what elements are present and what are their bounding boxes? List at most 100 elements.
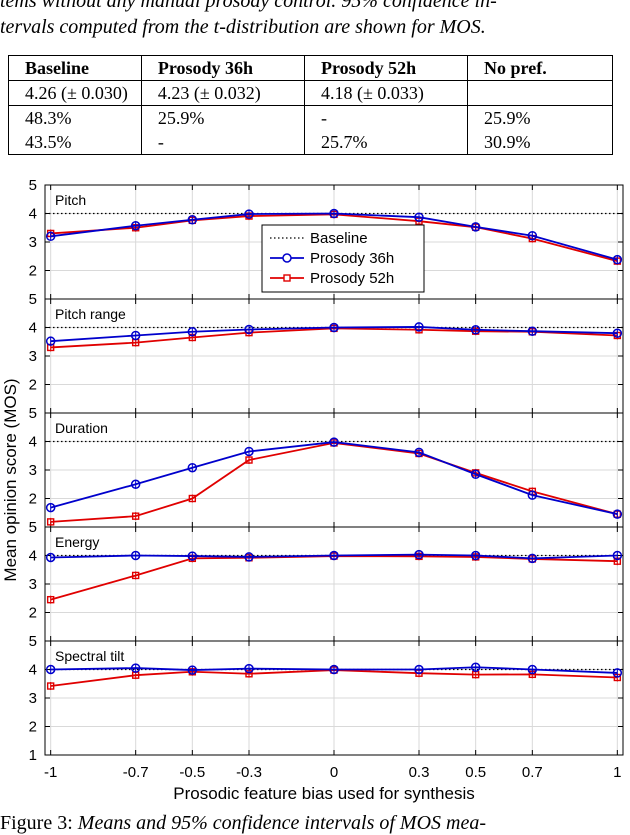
table-cell [467,80,613,106]
prosody-36h-point [130,330,141,341]
panel-title: Duration [55,420,108,436]
y-tick-label: 3 [29,576,37,593]
prosody-36h-point [527,553,538,564]
prosody-36h-point [45,664,56,675]
header-prosody-36h: Prosody 36h [140,55,305,81]
table-cell: 25.7% [303,130,469,155]
y-tick-label: 2 [29,377,37,394]
prosody-36h-point [612,668,623,678]
y-tick-label: 4 [29,662,37,679]
y-tick-label: 4 [29,206,37,223]
prosody-36h-point [470,550,481,561]
table-row: 48.3% 25.9% - 25.9% [8,105,613,130]
y-tick-label: 2 [29,263,37,280]
y-tick-label: 3 [29,348,37,365]
legend: Baseline Prosody 36h Prosody 52h [261,224,425,293]
prosody-36h-point [414,549,424,560]
prosody-36h-point [527,664,538,675]
x-tick-label: 1 [613,764,621,781]
caption-top-line-2: tervals computed from the t-distribution… [0,16,486,38]
prosody-36h-point [612,254,623,265]
table-cell: - [303,105,469,130]
prosody-36h-point [414,212,424,222]
table-cell: 4.23 (± 0.032) [140,80,305,106]
table-cell: 25.9% [140,105,305,130]
prosody-36h-point [527,230,538,241]
prosody-36h-point [45,336,56,346]
panel-title: Pitch range [55,306,126,322]
prosody-36h-point [187,462,198,473]
y-tick-label: 4 [29,548,37,565]
prosody-36h-point [244,552,254,562]
prosody-36h-point [130,550,141,561]
prosody-52h-point [46,518,55,526]
y-tick-label: 2 [29,605,37,622]
legend-prosody-52h-marker [283,274,291,282]
prosody-36h-point [244,209,254,219]
y-tick-label: 3 [29,462,37,479]
prosody-36h-point [45,502,56,513]
y-tick-label: 4 [29,434,37,451]
y-tick-label: 5 [29,177,37,194]
prosody-36h-point [329,208,339,219]
prosody-36h-point [329,664,339,675]
panel-spectral-tilt: 1 2 3 4 5 Spectral tilt [29,633,624,764]
x-tick-label: 0.7 [522,764,543,781]
prosody-36h-point [612,328,623,338]
table-header-row: Baseline Prosody 36h Prosody 52h No pref… [8,55,613,81]
prosody-36h-point [527,490,538,500]
y-tick-label: 2 [29,719,37,736]
y-tick-label: 3 [29,690,37,707]
x-tick-label: -0.5 [179,764,205,781]
y-tick-label: 3 [29,234,37,251]
table-cell: 25.9% [467,105,613,130]
prosody-36h-point [612,550,623,561]
figure-caption-text: Means and 95% confidence intervals of MO… [77,812,487,834]
prosody-52h-point [131,512,140,520]
y-tick-label: 5 [29,405,37,422]
y-tick-label: 4 [29,320,37,337]
prosody-36h-point [414,447,424,458]
y-tick-label: 5 [29,519,37,536]
prosody-36h-point [187,665,198,675]
y-tick-label: 5 [29,291,37,308]
prosody-36h-point [470,469,481,480]
legend-prosody-36h-label: Prosody 36h [310,250,394,267]
prosody-36h-point [527,326,538,336]
header-prosody-52h: Prosody 52h [303,55,469,81]
panel-pitch-range: 2 3 4 5 Pitch range [29,291,624,414]
header-baseline: Baseline [8,55,142,81]
mos-chart: 2 3 4 5 Pitch 2 3 4 5 Pitch range 2 3 4 5 Duration 2 3 4 5… [1,177,624,803]
caption-top-line-1: tems without any manual prosody control.… [0,0,497,12]
prosody-36h-point [244,324,254,335]
y-axis-label: Mean opinion score (MOS) [1,378,20,581]
prosody-52h-point [46,682,55,690]
table-cell: - [140,130,305,155]
prosody-36h-point [130,663,141,673]
x-tick-label: -0.3 [236,764,262,781]
header-no-pref: No pref. [467,55,613,81]
prosody-36h-point [329,322,339,333]
prosody-36h-point [244,446,254,457]
figure-label: Figure 3: [0,812,73,834]
prosody-52h-point [131,571,140,580]
prosody-36h-point [470,325,481,335]
x-axis-label: Prosodic feature bias used for synthesis [173,784,474,803]
prosody-36h-point [244,663,254,674]
y-tick-label: 5 [29,633,37,650]
prosody-52h-point [188,494,197,503]
results-table: Baseline Prosody 36h Prosody 52h No pref… [8,55,613,155]
legend-baseline-label: Baseline [310,230,368,247]
table-cell: 48.3% [8,105,142,130]
legend-prosody-52h-label: Prosody 52h [310,270,394,287]
prosody-36h-point [414,322,424,332]
prosody-52h-point [46,595,55,604]
prosody-36h-point [329,437,339,447]
prosody-36h-point [187,215,198,225]
legend-prosody-36h-marker [282,253,292,263]
prosody-36h-point [130,221,141,231]
prosody-36h-point [612,509,623,519]
table-row: 43.5% - 25.7% 30.9% [8,130,613,155]
y-tick-label: 1 [29,747,37,764]
x-tick-label: -0.7 [123,764,149,781]
